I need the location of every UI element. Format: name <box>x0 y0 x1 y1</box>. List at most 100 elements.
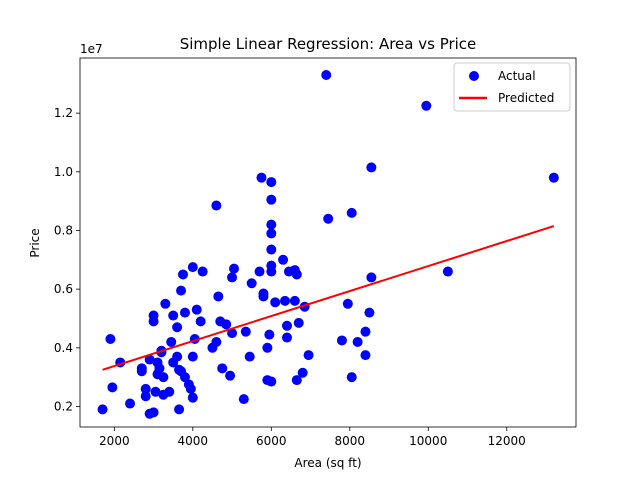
data-point-56 <box>238 394 249 405</box>
data-point-89 <box>321 70 332 81</box>
data-point-2 <box>107 382 118 393</box>
data-point-83 <box>291 375 302 386</box>
data-point-69 <box>266 219 277 230</box>
data-point-103 <box>548 172 559 183</box>
data-point-79 <box>281 332 292 343</box>
x-tick-label-5: 12000 <box>488 434 526 448</box>
data-point-24 <box>166 336 177 347</box>
x-axis-label: Area (sq ft) <box>294 456 361 470</box>
data-point-96 <box>360 350 371 361</box>
data-point-51 <box>221 319 232 330</box>
data-point-1 <box>105 334 116 344</box>
data-point-28 <box>172 351 183 362</box>
y-axis-label: Price <box>28 228 42 257</box>
data-point-44 <box>197 266 208 277</box>
data-point-97 <box>360 326 371 337</box>
data-point-53 <box>227 328 238 339</box>
y-tick-label-3: 0.8 <box>54 223 73 237</box>
data-point-93 <box>346 207 357 218</box>
plot-frame <box>79 57 577 428</box>
data-point-74 <box>266 376 277 387</box>
data-point-57 <box>240 326 251 337</box>
y-tick-label-1: 0.4 <box>54 341 73 355</box>
data-point-34 <box>179 372 190 383</box>
y-tick-label-5: 1.2 <box>54 106 73 120</box>
data-point-100 <box>366 162 377 173</box>
y-axis-multiplier: 1e7 <box>80 42 103 56</box>
data-point-85 <box>293 317 304 328</box>
plot-area: 2000 4000 6000 8000 10000 12000 0.2 0.4 0.6 0.8 1… <box>54 57 577 448</box>
data-point-35 <box>179 307 190 318</box>
data-point-102 <box>442 266 453 277</box>
data-point-70 <box>266 228 277 239</box>
y-tick-label-4: 1.0 <box>54 165 73 179</box>
data-point-29 <box>174 404 185 415</box>
data-point-38 <box>187 392 198 403</box>
data-point-14 <box>150 386 161 397</box>
x-tick-label-2: 6000 <box>256 434 287 448</box>
data-point-47 <box>211 336 222 347</box>
data-point-68 <box>266 194 277 205</box>
data-point-22 <box>160 298 171 309</box>
data-point-71 <box>266 244 277 255</box>
data-point-99 <box>366 272 377 283</box>
data-point-84 <box>291 269 302 280</box>
predicted-line <box>102 225 555 371</box>
x-axis-ticks: 2000 4000 6000 8000 10000 12000 <box>99 427 526 448</box>
legend-predicted-label: Predicted <box>498 91 554 105</box>
data-point-90 <box>323 213 334 224</box>
data-point-40 <box>187 351 198 362</box>
data-point-39 <box>187 262 198 273</box>
data-point-76 <box>278 254 289 265</box>
data-point-9 <box>144 354 155 365</box>
data-point-42 <box>191 304 202 315</box>
data-point-8 <box>140 391 151 402</box>
data-point-23 <box>164 386 175 397</box>
data-point-66 <box>264 329 275 340</box>
data-point-52 <box>225 370 236 381</box>
data-point-26 <box>168 310 179 321</box>
data-point-7 <box>140 383 151 394</box>
data-point-73 <box>266 266 277 277</box>
data-point-0 <box>97 404 108 415</box>
chart-title: Simple Linear Regression: Area vs Price <box>180 35 477 53</box>
data-point-50 <box>217 363 228 374</box>
data-point-4 <box>125 398 136 409</box>
scatter-points <box>97 70 559 419</box>
data-point-43 <box>195 316 206 327</box>
data-point-67 <box>266 177 277 188</box>
legend-actual-marker <box>469 71 479 81</box>
x-tick-label-1: 4000 <box>178 434 209 448</box>
data-point-11 <box>148 407 159 418</box>
data-point-77 <box>280 295 291 306</box>
data-point-88 <box>303 350 314 361</box>
data-point-6 <box>136 363 147 374</box>
data-point-58 <box>244 351 255 362</box>
data-point-60 <box>254 266 265 277</box>
data-point-78 <box>281 320 292 331</box>
data-point-98 <box>364 307 375 318</box>
data-point-65 <box>262 342 273 353</box>
data-point-46 <box>211 200 222 211</box>
data-point-75 <box>270 297 281 308</box>
legend-actual-label: Actual <box>498 69 536 83</box>
y-axis-ticks: 0.2 0.4 0.6 0.8 1.0 1.2 <box>54 106 80 413</box>
x-tick-label-3: 8000 <box>335 434 366 448</box>
data-point-86 <box>297 367 308 378</box>
data-point-59 <box>246 278 257 289</box>
x-tick-label-0: 2000 <box>99 434 130 448</box>
data-point-32 <box>176 285 187 296</box>
x-tick-label-4: 10000 <box>409 434 447 448</box>
data-point-61 <box>256 172 267 183</box>
data-point-37 <box>185 383 196 394</box>
data-point-63 <box>258 288 269 299</box>
data-point-27 <box>172 322 183 333</box>
data-point-55 <box>229 263 240 274</box>
data-point-17 <box>154 363 165 374</box>
data-point-91 <box>336 335 347 346</box>
data-point-101 <box>421 100 432 111</box>
data-point-54 <box>227 272 238 283</box>
regression-line-layer <box>102 225 555 371</box>
data-point-20 <box>158 372 169 383</box>
